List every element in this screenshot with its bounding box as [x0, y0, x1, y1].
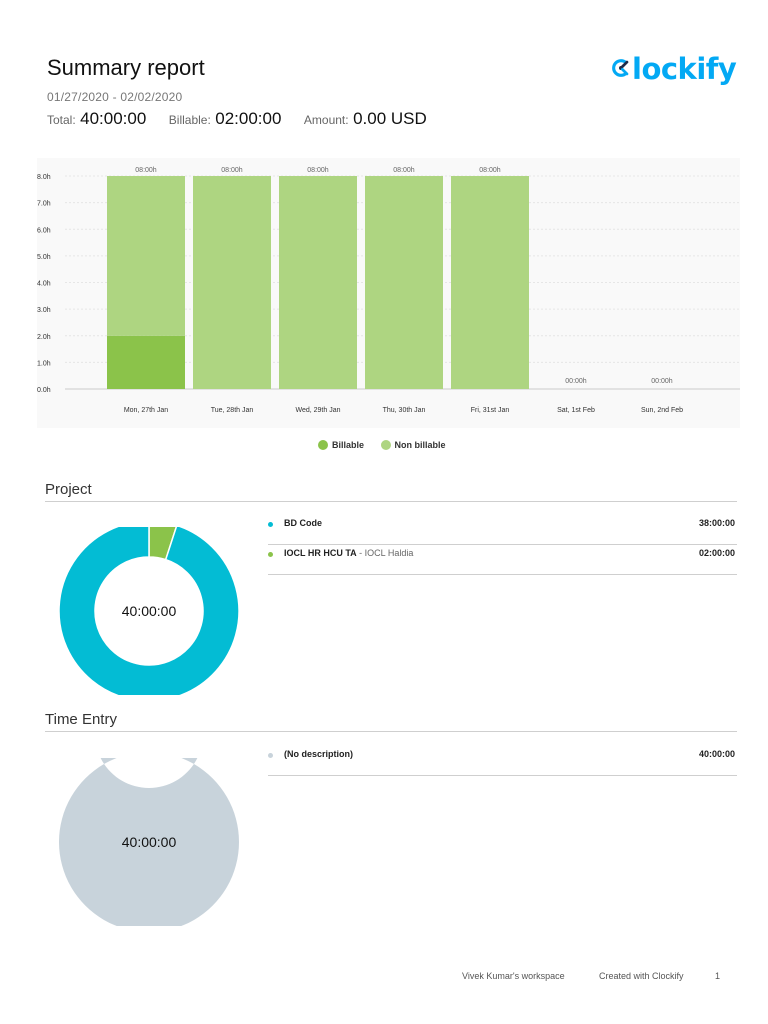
- project-name: IOCL HR HCU TA - IOCL Haldia: [284, 548, 413, 558]
- x-tick-label: Fri, 31st Jan: [471, 407, 510, 414]
- project-section-title: Project: [45, 481, 92, 498]
- clockify-logo: lockify: [610, 52, 737, 86]
- y-tick-label: 1.0h: [37, 360, 51, 367]
- y-tick-label: 4.0h: [37, 281, 51, 288]
- legend-item-non-billable: Non billable: [380, 440, 446, 450]
- bar-non-billable: [193, 176, 271, 389]
- project-row-bd-code: BD Code 38:00:00: [268, 514, 737, 545]
- project-client: - IOCL Haldia: [356, 548, 414, 558]
- x-tick-label: Mon, 27th Jan: [124, 407, 168, 414]
- y-tick-label: 6.0h: [37, 227, 51, 234]
- project-color-dot: [268, 522, 273, 527]
- project-divider: [45, 501, 737, 502]
- chart-legend: Billable Non billable: [318, 440, 460, 450]
- bar-non-billable: [279, 176, 357, 389]
- totals-bar: Total: 40:00:00 Billable: 02:00:00 Amoun…: [47, 109, 445, 129]
- amount-value: 0.00 USD: [353, 109, 427, 128]
- bar-value-label: 08:00h: [393, 167, 415, 174]
- time-entry-row: (No description) 40:00:00: [268, 745, 737, 776]
- bar-value-label: 08:00h: [479, 167, 501, 174]
- legend-swatch-non-billable: [380, 440, 391, 450]
- total-label: Total:: [47, 113, 76, 127]
- footer-page-number: 1: [715, 971, 721, 981]
- date-range: 01/27/2020 - 02/02/2020: [47, 90, 183, 104]
- y-tick-label: 0.0h: [37, 387, 51, 394]
- bar-non-billable: [451, 176, 529, 389]
- time-entry-donut-chart: [59, 758, 239, 926]
- time-entry-color-dot: [268, 753, 273, 758]
- project-row-iocl: IOCL HR HCU TA - IOCL Haldia 02:00:00: [268, 544, 737, 575]
- bar-value-label: 00:00h: [565, 378, 587, 385]
- footer-created-with: Created with Clockify: [599, 971, 684, 981]
- clockify-logo-icon: [612, 59, 629, 77]
- amount-label: Amount:: [303, 113, 349, 127]
- x-tick-label: Tue, 28th Jan: [211, 407, 254, 414]
- x-tick-label: Sat, 1st Feb: [557, 407, 595, 414]
- time-entry-section-title: Time Entry: [45, 711, 117, 728]
- project-donut-slice: [59, 527, 239, 695]
- total-value: 40:00:00: [80, 109, 147, 128]
- time-entry-description: (No description): [284, 749, 353, 759]
- project-donut-total: 40:00:00: [121, 603, 177, 619]
- y-tick-label: 2.0h: [37, 334, 51, 341]
- logo-text: lockify: [632, 52, 737, 86]
- time-entry-donut-total: 40:00:00: [121, 834, 177, 850]
- x-tick-label: Sun, 2nd Feb: [641, 407, 683, 414]
- page-title: Summary report: [47, 55, 205, 80]
- bar-non-billable: [107, 176, 185, 336]
- project-name-text: IOCL HR HCU TA: [284, 548, 357, 558]
- y-tick-label: 5.0h: [37, 254, 51, 261]
- legend-item-billable: Billable: [318, 440, 367, 450]
- x-tick-label: Wed, 29th Jan: [295, 407, 340, 414]
- project-donut-chart: [59, 527, 239, 695]
- project-name: BD Code: [284, 518, 322, 528]
- y-tick-label: 7.0h: [37, 201, 51, 208]
- bar-value-label: 08:00h: [307, 167, 329, 174]
- legend-label-billable: Billable: [332, 440, 365, 450]
- billable-label: Billable:: [168, 113, 211, 127]
- time-entry-donut-slice: [59, 758, 239, 926]
- y-tick-label: 3.0h: [37, 307, 51, 314]
- billable-value: 02:00:00: [215, 109, 282, 128]
- time-entry-duration: 40:00:00: [698, 749, 735, 759]
- y-tick-label: 8.0h: [37, 174, 51, 181]
- footer-workspace: Vivek Kumar's workspace: [462, 971, 565, 981]
- project-color-dot: [268, 552, 273, 557]
- project-duration: 02:00:00: [698, 548, 735, 558]
- bar-value-label: 08:00h: [135, 167, 157, 174]
- legend-label-non-billable: Non billable: [394, 440, 446, 450]
- bar-non-billable: [365, 176, 443, 389]
- legend-swatch-billable: [318, 440, 328, 450]
- project-duration: 38:00:00: [698, 518, 735, 528]
- bar-value-label: 08:00h: [221, 167, 243, 174]
- bar-billable: [107, 335, 185, 389]
- x-tick-label: Thu, 30th Jan: [383, 407, 426, 414]
- bar-value-label: 00:00h: [651, 378, 673, 385]
- bar-chart: 0.0h 1.0h 2.0h 3.0h 4.0h 5.0h 6.0h 7.0h 8.0h 08:0…: [37, 167, 740, 414]
- time-entry-divider: [45, 731, 737, 732]
